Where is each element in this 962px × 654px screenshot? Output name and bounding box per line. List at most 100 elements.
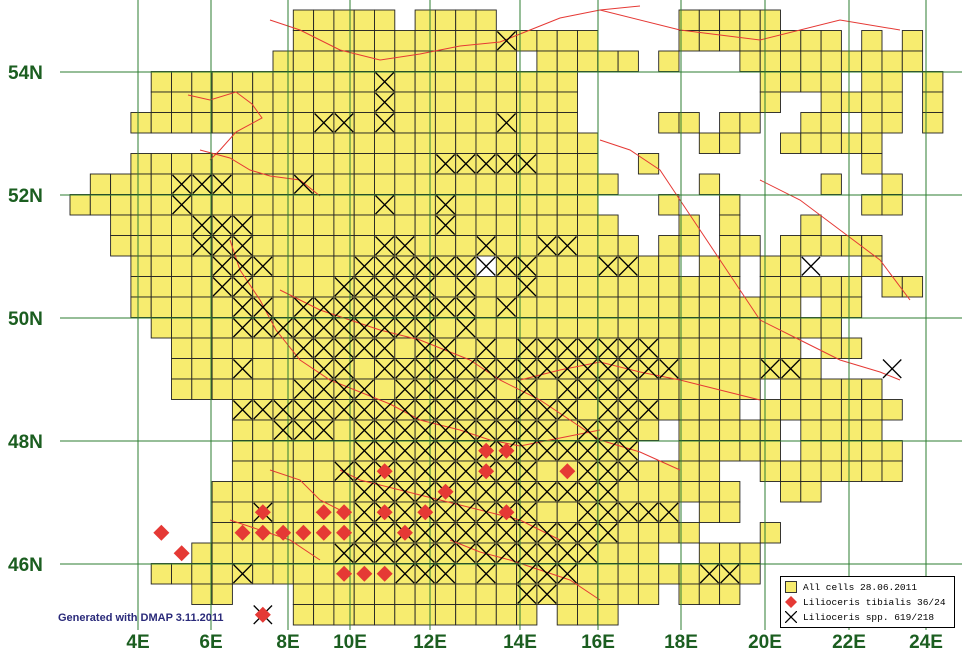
grid-cell <box>252 235 274 257</box>
grid-cell <box>698 501 721 523</box>
spp-record-cross <box>334 400 354 420</box>
grid-cell <box>536 153 558 175</box>
longitude-label: 16E <box>581 632 615 653</box>
grid-cell <box>495 604 518 626</box>
grid-cell <box>719 9 741 31</box>
grid-cell <box>759 91 781 113</box>
grid-cell <box>719 358 741 380</box>
grid-cell <box>313 30 335 52</box>
grid-cell <box>191 583 213 605</box>
spp-record-cross <box>415 441 435 461</box>
grid-cell <box>840 419 863 441</box>
grid-cell <box>191 337 213 359</box>
grid-cell <box>394 604 416 626</box>
grid-cell <box>272 358 294 380</box>
grid-cell <box>556 112 578 134</box>
grid-cell <box>597 50 619 72</box>
grid-cell <box>495 71 518 93</box>
grid-cell <box>759 460 781 482</box>
spp-record-cross <box>537 441 557 461</box>
longitude-labels: 4E 6E 8E 10E 12E 14E 16E 18E 20E 22E 24E <box>126 632 943 653</box>
grid-cell <box>191 378 213 400</box>
grid-cell <box>313 9 335 31</box>
legend-tibialis-label: Lilioceris tibialis 36/24 <box>803 596 946 608</box>
grid-cell <box>759 50 781 72</box>
spp-record-cross <box>435 195 456 215</box>
grid-cell <box>414 604 436 626</box>
spp-record-cross <box>557 359 577 379</box>
grid-cell <box>394 132 416 154</box>
grid-cell <box>495 194 518 216</box>
tibialis-record-diamond <box>417 504 434 521</box>
grid-cell <box>800 235 822 257</box>
grid-cell <box>658 276 680 298</box>
grid-cell <box>698 296 721 318</box>
grid-cell <box>171 153 193 175</box>
grid-cell <box>658 522 680 544</box>
grid-cell <box>455 173 477 195</box>
grid-cell <box>820 378 842 400</box>
spp-record-cross <box>293 400 314 420</box>
grid-cell <box>231 419 254 441</box>
grid-cell <box>719 194 741 216</box>
spp-record-cross <box>334 338 354 358</box>
grid-cell <box>861 71 883 93</box>
grid-cell <box>272 112 294 134</box>
grid-cell <box>455 50 477 72</box>
grid-cell <box>211 542 233 564</box>
spp-record-cross <box>354 441 374 461</box>
grid-cell <box>414 30 436 52</box>
grid-cell <box>313 91 335 113</box>
spp-record-cross <box>415 482 435 502</box>
tibialis-record-diamond <box>315 524 332 541</box>
spp-record-cross <box>517 523 537 543</box>
grid-cell <box>394 91 416 113</box>
grid-cell <box>556 276 578 298</box>
grid-cell <box>577 132 599 154</box>
grid-cell <box>353 358 375 380</box>
spp-record-cross <box>456 543 476 563</box>
grid-cell <box>759 296 781 318</box>
tibialis-record-diamond <box>356 565 373 582</box>
spp-record-cross <box>598 482 618 502</box>
grid-cell <box>414 9 436 31</box>
grid-cell <box>637 460 660 482</box>
grid-cell <box>922 112 944 134</box>
spp-record-cross <box>354 420 374 440</box>
grid-cell <box>211 317 233 339</box>
grid-cell <box>597 214 619 236</box>
grid-cell <box>840 296 863 318</box>
credit-text: Generated with DMAP 3.11.2011 <box>58 612 224 624</box>
grid-cell <box>455 583 477 605</box>
latitude-labels: 54N 52N 50N 48N 46N <box>8 63 43 576</box>
grid-cell <box>536 501 558 523</box>
spp-record-cross <box>354 297 374 317</box>
grid-cell <box>313 50 335 72</box>
spp-record-cross <box>375 236 395 256</box>
spp-record-cross <box>415 318 435 338</box>
grid-cell <box>617 563 639 585</box>
grid-cell <box>739 9 761 31</box>
spp-record-cross <box>375 92 395 112</box>
grid-cell <box>272 153 294 175</box>
grid-cell <box>211 91 233 113</box>
grid-cell <box>820 317 842 339</box>
grid-cell <box>698 9 721 31</box>
grid-cell <box>861 112 883 134</box>
grid-cell <box>455 9 477 31</box>
spp-record-cross <box>273 420 293 440</box>
spp-record-cross <box>496 31 517 51</box>
grid-cell <box>272 276 294 298</box>
grid-cell <box>658 50 680 72</box>
grid-cell <box>698 419 721 441</box>
spp-record-cross <box>354 543 374 563</box>
grid-cell <box>231 501 254 523</box>
grid-cell <box>353 604 375 626</box>
spp-record-cross <box>456 420 476 440</box>
longitude-label: 6E <box>199 632 222 653</box>
spp-record-cross <box>375 195 395 215</box>
grid-cell <box>292 501 315 523</box>
spp-record-cross <box>415 277 435 297</box>
grid-cell <box>780 460 802 482</box>
legend-spp-label: Lilioceris spp. 619/218 <box>803 611 935 623</box>
